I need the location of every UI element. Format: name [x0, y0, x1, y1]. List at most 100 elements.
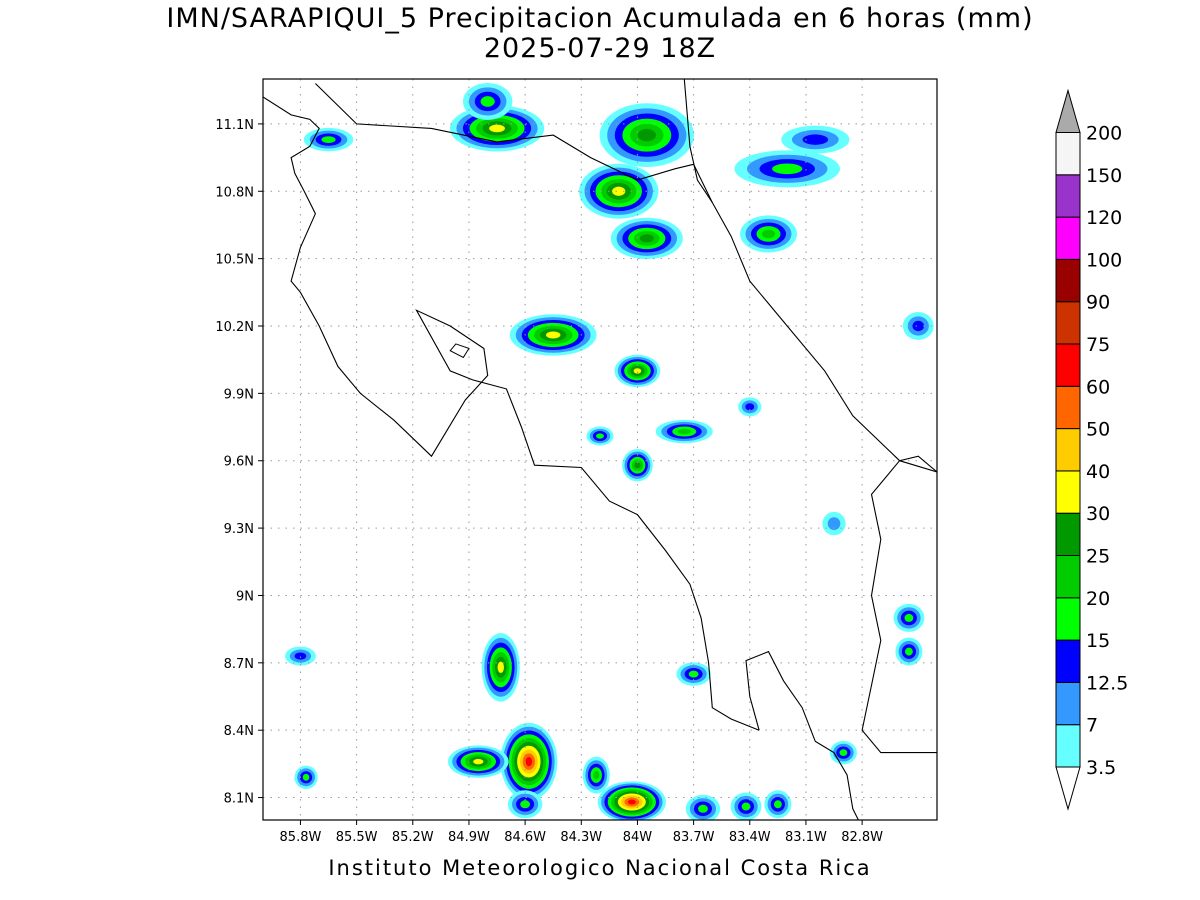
- island-outline: [449, 343, 470, 359]
- precip-cell: [610, 217, 683, 260]
- precip-cell: [738, 397, 762, 417]
- precip-cell: [285, 646, 316, 666]
- precip-cell: [829, 740, 857, 765]
- colorbar-label: 100: [1086, 249, 1122, 271]
- precip-contour-60: [525, 757, 533, 767]
- precip-cell: [449, 105, 545, 152]
- lat-tick-label: 9.3N: [224, 522, 254, 537]
- precip-contour-60: [627, 799, 636, 805]
- precip-cell: [448, 745, 509, 778]
- colorbar-segment-7: [1055, 681, 1081, 726]
- lon-tick-label: 84.3W: [560, 830, 602, 845]
- precip-cell: [730, 792, 762, 820]
- precip-cell: [597, 781, 666, 820]
- precip-cell: [902, 312, 934, 340]
- lat-tick-label: 11.1N: [215, 118, 254, 133]
- precip-cell: [655, 419, 713, 444]
- precip-contour-7: [827, 517, 841, 530]
- colorbar-label: 200: [1086, 123, 1122, 145]
- precip-contour-30: [489, 124, 505, 133]
- colorbar-segment-25: [1055, 512, 1081, 557]
- precip-contour-15: [904, 613, 914, 622]
- precip-contour-12.5: [745, 403, 755, 411]
- lon-tick-label: 84W: [623, 830, 653, 845]
- coastline: [861, 455, 937, 754]
- precip-contour-30: [545, 331, 561, 339]
- precip-contour-15: [302, 773, 310, 781]
- lat-tick-label: 9.9N: [224, 387, 254, 402]
- precip-contour-12.5: [912, 320, 925, 332]
- colorbar-segment-20: [1055, 555, 1081, 599]
- precip-contour-15: [839, 749, 848, 757]
- precip-contour-15: [741, 802, 751, 811]
- lon-tick-label: 82.8W: [841, 830, 883, 845]
- map-frame: [262, 78, 938, 821]
- precip-contour-30: [633, 368, 642, 374]
- colorbar-segment-50: [1055, 385, 1081, 430]
- precip-cell: [740, 215, 797, 253]
- precip-cell: [822, 511, 846, 536]
- precip-cell: [734, 150, 841, 188]
- precip-contour-20: [593, 770, 600, 780]
- colorbar-label: 60: [1086, 376, 1110, 398]
- colorbar-segment-100: [1055, 216, 1081, 260]
- precip-contour-15: [321, 136, 336, 144]
- lon-tick-label: 83.1W: [785, 830, 827, 845]
- precip-cell: [781, 125, 850, 154]
- lon-tick-label: 83.4W: [729, 830, 771, 845]
- colorbar-segment-150: [1055, 132, 1081, 176]
- lon-tick-label: 85.2W: [392, 830, 434, 845]
- precip-cell: [586, 426, 614, 446]
- precip-cell: [895, 637, 923, 666]
- precip-cell: [294, 765, 318, 790]
- colorbar-label: 50: [1086, 419, 1110, 441]
- precip-cell: [500, 722, 558, 801]
- longitude-labels: 85.8W 85.5W 85.2W 84.9W 84.6W 84.3W 84W 83.7W 83…: [280, 820, 883, 845]
- precip-cell: [614, 354, 661, 388]
- colorbar-segment-90: [1055, 258, 1081, 303]
- precip-contour-20: [677, 428, 691, 435]
- colorbar-segment-120: [1055, 174, 1081, 218]
- colorbar-label: 150: [1086, 165, 1122, 187]
- colorbar-segment-30: [1055, 470, 1081, 514]
- colorbar-arrow-low: [1055, 766, 1081, 811]
- colorbar-label: 40: [1086, 461, 1110, 483]
- coastline: [745, 650, 859, 820]
- colorbar-label: 120: [1086, 207, 1122, 229]
- precip-contour-12.5: [802, 134, 829, 145]
- precip-contour-15: [773, 800, 782, 809]
- lon-tick-label: 85.8W: [280, 830, 322, 845]
- precip-contour-25: [634, 462, 641, 469]
- colorbar-label: 12.5: [1086, 672, 1128, 694]
- coastline: [315, 83, 713, 203]
- lat-tick-label: 8.7N: [224, 657, 254, 672]
- precip-contour-30: [612, 186, 626, 196]
- lon-tick-label: 85.5W: [336, 830, 378, 845]
- colorbar-label: 3.5: [1086, 757, 1116, 779]
- coastlines: [263, 79, 937, 820]
- colorbar-label: 90: [1086, 292, 1110, 314]
- precip-contour-15: [520, 800, 531, 809]
- precip-contour-12.5: [294, 652, 307, 660]
- colorbar-segment-15: [1055, 597, 1081, 641]
- colorbar-arrow-high: [1055, 88, 1081, 133]
- lon-tick-label: 84.9W: [448, 830, 490, 845]
- precip-cell: [481, 633, 520, 702]
- lat-tick-label: 8.4N: [224, 724, 254, 739]
- colorbar-segment-3.5: [1055, 724, 1081, 768]
- precip-contour-30: [473, 758, 484, 765]
- colorbar-label: 7: [1086, 715, 1098, 737]
- lat-tick-label: 10.2N: [215, 320, 254, 335]
- lat-tick-label: 9N: [236, 589, 254, 604]
- coastline: [263, 96, 760, 731]
- map-title: IMN/SARAPIQUI_5 Precipitacion Acumulada …: [166, 3, 1034, 34]
- precip-cell: [599, 103, 695, 168]
- lon-tick-label: 84.6W: [504, 830, 546, 845]
- precip-cell: [462, 82, 513, 120]
- precip-contour-15: [596, 433, 604, 439]
- precip-cell: [676, 662, 711, 686]
- precip-cell: [622, 449, 653, 482]
- precip-contour-30: [497, 661, 504, 674]
- coastline: [683, 79, 937, 473]
